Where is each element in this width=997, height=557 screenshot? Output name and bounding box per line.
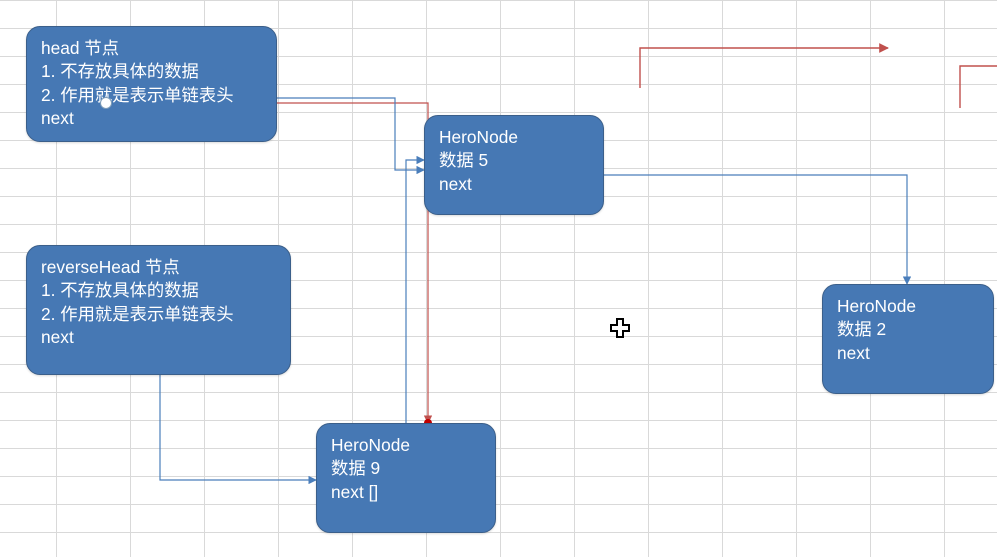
node-hero9-line: 数据 9 <box>331 457 481 480</box>
node-head[interactable]: head 节点1. 不存放具体的数据2. 作用就是表示单链表头next <box>26 26 277 142</box>
node-reverseHead-line: 1. 不存放具体的数据 <box>41 279 276 302</box>
node-hero5-line: 数据 5 <box>439 149 589 172</box>
node-head-line: 1. 不存放具体的数据 <box>41 60 262 83</box>
node-head-line: next <box>41 107 262 130</box>
node-hero9-line: HeroNode <box>331 434 481 457</box>
node-hero5[interactable]: HeroNode数据 5next <box>424 115 604 215</box>
node-reverseHead-line: reverseHead 节点 <box>41 256 276 279</box>
node-reverseHead-line: 2. 作用就是表示单链表头 <box>41 303 276 326</box>
node-head-line: head 节点 <box>41 37 262 60</box>
node-hero5-line: next <box>439 173 589 196</box>
node-hero2-line: 数据 2 <box>837 318 979 341</box>
node-hero9-line: next [] <box>331 481 481 504</box>
node-reverseHead[interactable]: reverseHead 节点1. 不存放具体的数据2. 作用就是表示单链表头ne… <box>26 245 291 375</box>
excel-cursor-icon <box>609 317 631 339</box>
connector-handle[interactable] <box>100 97 112 109</box>
node-hero9[interactable]: HeroNode数据 9next [] <box>316 423 496 533</box>
node-head-line: 2. 作用就是表示单链表头 <box>41 84 262 107</box>
node-reverseHead-line: next <box>41 326 276 349</box>
node-hero2[interactable]: HeroNode数据 2next <box>822 284 994 394</box>
node-hero5-line: HeroNode <box>439 126 589 149</box>
node-hero2-line: next <box>837 342 979 365</box>
node-hero2-line: HeroNode <box>837 295 979 318</box>
